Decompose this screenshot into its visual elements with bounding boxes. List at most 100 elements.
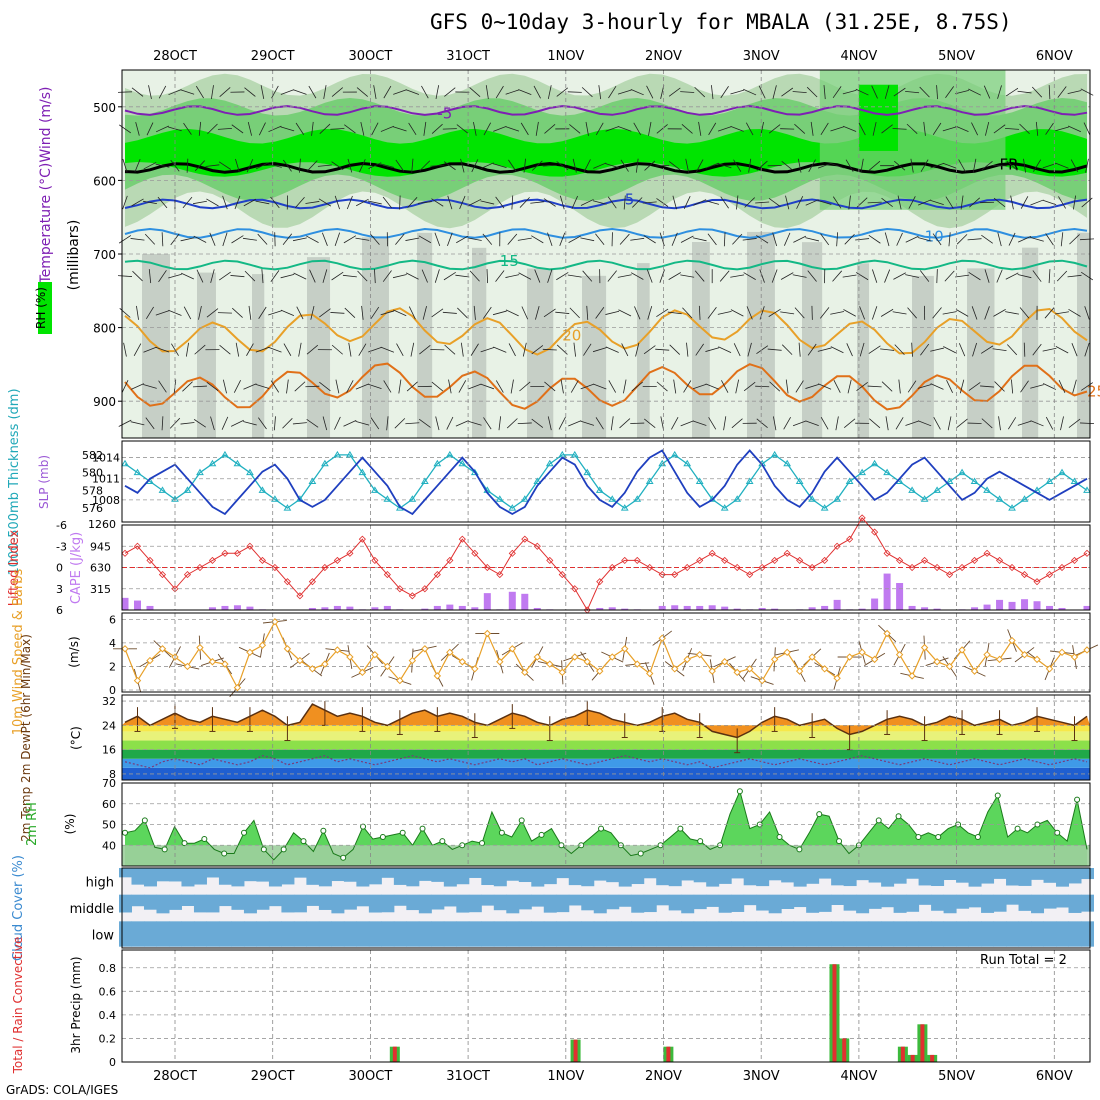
cloud-cell bbox=[881, 921, 895, 947]
cape-bar bbox=[721, 606, 729, 610]
cape-bar bbox=[1033, 601, 1041, 610]
wind-barb bbox=[694, 270, 705, 282]
rh-point bbox=[935, 833, 942, 840]
wind-barb bbox=[393, 309, 407, 317]
wind-barb bbox=[830, 346, 844, 354]
wind10m-point bbox=[1058, 648, 1066, 657]
cloud-cell bbox=[431, 921, 445, 947]
cloud-cell bbox=[893, 868, 907, 884]
cloud-panel: high middle low bbox=[70, 867, 1094, 949]
wind-barb bbox=[230, 275, 245, 278]
wind-barb bbox=[346, 195, 353, 210]
cloud-cell bbox=[856, 868, 870, 881]
wind-barb bbox=[958, 343, 966, 357]
wind-barb bbox=[920, 159, 929, 172]
thickness-point bbox=[983, 486, 991, 493]
cloud-cell bbox=[481, 868, 495, 886]
y-tick-label: 40 bbox=[102, 839, 116, 852]
y-tick-label: 578 bbox=[82, 484, 103, 497]
y-tick-label: 582 bbox=[82, 449, 103, 462]
wind-barb bbox=[997, 232, 1002, 247]
wind-barb bbox=[247, 121, 252, 136]
wind-barb bbox=[317, 164, 332, 167]
cloud-cell bbox=[993, 868, 1007, 879]
wind-barb bbox=[292, 237, 307, 242]
cape-bar bbox=[446, 604, 454, 610]
li-point bbox=[358, 535, 366, 543]
wind-barb bbox=[630, 88, 644, 96]
wind-barb bbox=[321, 232, 328, 246]
wind-barb bbox=[1057, 86, 1067, 98]
temp-band bbox=[122, 731, 1090, 741]
cloud-cell bbox=[543, 894, 557, 913]
wind-barb bbox=[993, 197, 1006, 208]
cloud-cell bbox=[931, 868, 945, 886]
wind-barb bbox=[118, 419, 132, 427]
wind-barb bbox=[493, 346, 507, 353]
cloud-cell bbox=[181, 894, 195, 907]
wind-barb bbox=[1084, 306, 1090, 320]
wind-barb bbox=[182, 196, 193, 209]
wind10m-point bbox=[521, 668, 529, 677]
cloud-cell bbox=[781, 868, 795, 883]
wind-barb bbox=[406, 381, 418, 392]
cloud-cell bbox=[793, 894, 807, 908]
axis-label: 1000-500mb Thickness (dm) bbox=[7, 388, 22, 575]
cloud-cell bbox=[1068, 868, 1082, 884]
date-label-top: 3NOV bbox=[743, 49, 780, 64]
wind-barb bbox=[985, 121, 990, 136]
cloud-cell bbox=[768, 921, 782, 947]
cloud-cell bbox=[356, 921, 370, 947]
wind-barb bbox=[322, 269, 328, 283]
wind-barb bbox=[620, 159, 629, 172]
wind-barb bbox=[257, 233, 268, 245]
cloud-cell bbox=[1043, 921, 1057, 947]
wind-barb bbox=[480, 200, 495, 205]
thickness-point bbox=[133, 468, 142, 476]
wind-barb bbox=[431, 308, 444, 318]
wind-barb bbox=[707, 233, 717, 246]
wind-barb bbox=[1019, 123, 1030, 135]
wind-barb bbox=[346, 380, 354, 393]
wind-barb bbox=[307, 160, 318, 171]
wind-barb bbox=[456, 124, 469, 134]
wind-barb bbox=[570, 380, 579, 393]
wind-barb bbox=[383, 85, 392, 99]
wind-barb bbox=[971, 306, 978, 320]
wind-barb bbox=[880, 308, 894, 317]
wind-barb bbox=[435, 416, 440, 431]
wind-barb bbox=[446, 416, 454, 430]
wind-barb bbox=[972, 158, 977, 173]
wind-barb bbox=[805, 199, 819, 206]
wind-barb bbox=[522, 342, 527, 357]
wind-barb bbox=[930, 162, 944, 169]
cloud-cell bbox=[181, 921, 195, 947]
wind-barb bbox=[755, 201, 770, 204]
wind-barb bbox=[780, 311, 795, 315]
cloud-cell bbox=[568, 868, 582, 886]
wind-barb bbox=[672, 195, 677, 210]
cape-bar bbox=[421, 608, 429, 610]
wind-barb bbox=[633, 122, 642, 136]
cloud-cell bbox=[993, 894, 1007, 912]
panel-frame bbox=[121, 524, 1091, 611]
li-point bbox=[1008, 563, 1016, 572]
cloud-cell bbox=[881, 868, 895, 887]
cloud-cell bbox=[806, 894, 820, 913]
wind-barb bbox=[518, 272, 532, 280]
wind-barb bbox=[673, 379, 677, 394]
wind-barb bbox=[958, 159, 966, 172]
wind-barb bbox=[510, 379, 514, 394]
wind-barb bbox=[772, 85, 777, 99]
wind-barb bbox=[121, 380, 129, 393]
wind10m-point bbox=[883, 629, 891, 638]
li-point bbox=[683, 563, 691, 572]
wind-barb bbox=[473, 305, 476, 320]
cloud-cell bbox=[218, 921, 232, 947]
wind-barb bbox=[243, 198, 257, 207]
wind-barb bbox=[295, 122, 305, 135]
wind-barb bbox=[282, 418, 293, 429]
wind-barb bbox=[323, 85, 327, 100]
li-point bbox=[383, 571, 391, 579]
cloud-cell bbox=[681, 894, 695, 914]
